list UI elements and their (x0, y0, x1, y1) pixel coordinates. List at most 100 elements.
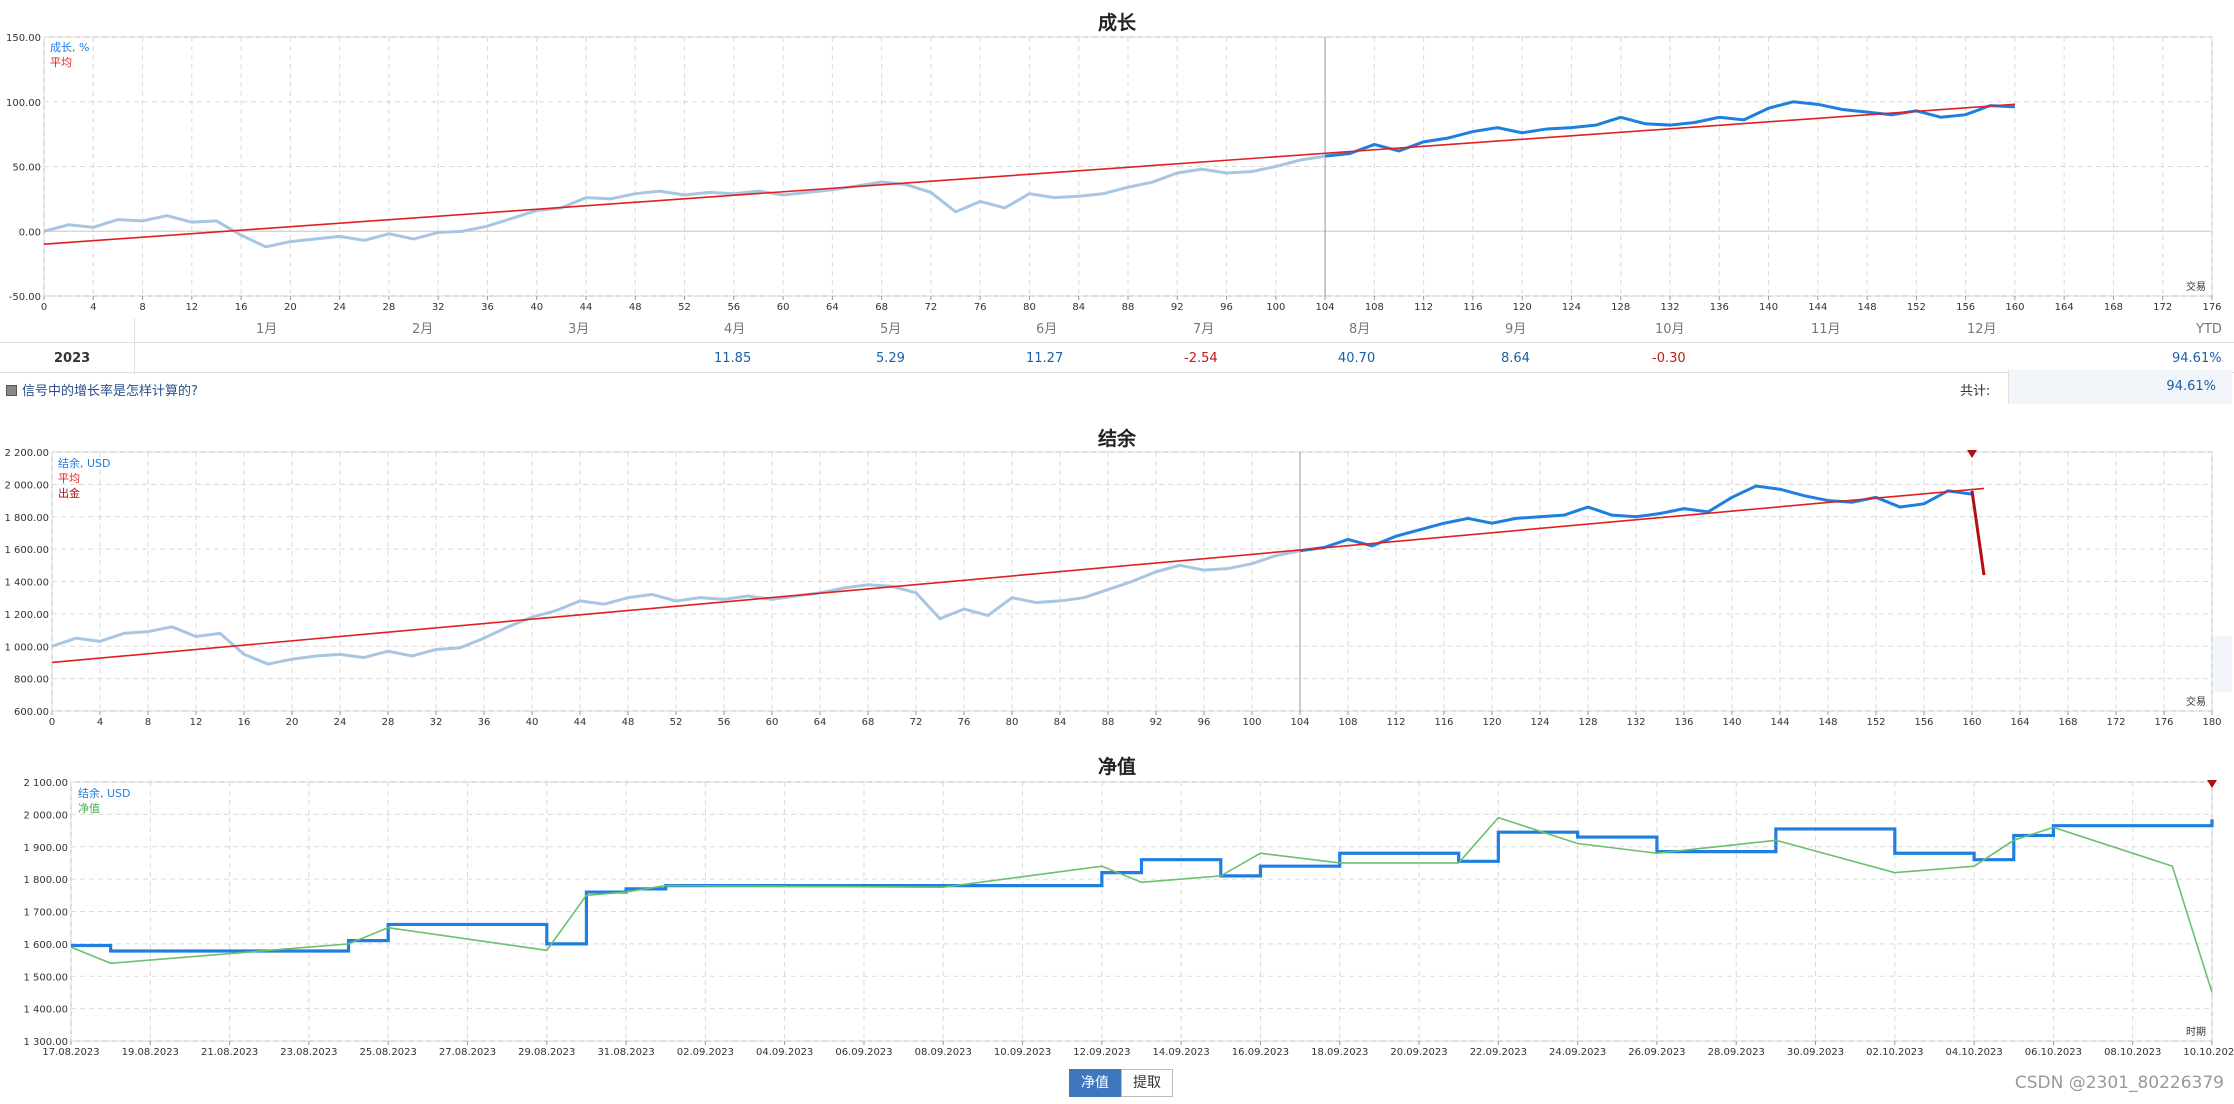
series-line (51, 487, 1985, 664)
table-bottom-border (0, 372, 2234, 373)
month-value-4: 11.85 (714, 351, 752, 366)
x-tick-label: 140 (1759, 302, 1778, 313)
x-tick-label: 20 (284, 302, 297, 313)
x-tick-label: 76 (958, 717, 971, 728)
x-tick-label: 17.08.2023 (42, 1047, 99, 1058)
x-tick-label: 60 (766, 717, 779, 728)
x-tick-label: 44 (580, 302, 593, 313)
x-tick-label: 16 (235, 302, 248, 313)
month-header-12: 12月 (1967, 322, 1997, 337)
total-label: 共计: (1960, 384, 1991, 399)
month-value-5: 5.29 (876, 351, 905, 366)
monthly-growth-table: 2023 1月 2月 3月 4月 5月 6月 7月 8月 9月 10月 11月 … (0, 318, 2234, 692)
x-tick-label: 132 (1660, 302, 1679, 313)
tab-withdraw[interactable]: 提取 (1121, 1069, 1173, 1097)
x-tick-label: 16.09.2023 (1232, 1047, 1289, 1058)
x-tick-label: 172 (2153, 302, 2172, 313)
x-tick-label: 40 (526, 717, 539, 728)
x-tick-label: 176 (2202, 302, 2221, 313)
table-separator (134, 318, 135, 374)
x-tick-label: 06.09.2023 (835, 1047, 892, 1058)
x-tick-label: 8 (139, 302, 145, 313)
x-tick-label: 88 (1102, 717, 1115, 728)
x-tick-label: 168 (2104, 302, 2123, 313)
axis-end-label: 交易 (2186, 280, 2206, 293)
x-tick-label: 92 (1150, 717, 1163, 728)
legend-series: 成长, % (50, 41, 89, 54)
x-tick-label: 52 (670, 717, 683, 728)
x-tick-label: 100 (1242, 717, 1261, 728)
y-tick-label: 50.00 (12, 163, 41, 174)
x-tick-label: 36 (481, 302, 494, 313)
tab-equity[interactable]: 净值 (1069, 1069, 1121, 1097)
x-tick-label: 28 (383, 302, 396, 313)
x-tick-label: 21.08.2023 (201, 1047, 258, 1058)
x-tick-label: 02.09.2023 (677, 1047, 734, 1058)
month-header-2: 2月 (412, 322, 434, 337)
x-tick-label: 64 (814, 717, 827, 728)
x-tick-label: 29.08.2023 (518, 1047, 575, 1058)
x-tick-label: 128 (1578, 717, 1597, 728)
y-tick-label: 100.00 (6, 98, 41, 109)
growth-help-link[interactable]: 信号中的增长率是怎样计算的? (6, 380, 198, 399)
x-tick-label: 148 (1818, 717, 1837, 728)
x-tick-label: 160 (2005, 302, 2024, 313)
x-tick-label: 104 (1316, 302, 1335, 313)
help-link-text: 信号中的增长率是怎样计算的? (22, 384, 198, 399)
x-tick-label: 0 (41, 302, 47, 313)
x-tick-label: 06.10.2023 (2025, 1047, 2082, 1058)
month-header-4: 4月 (724, 322, 746, 337)
x-tick-label: 156 (1956, 302, 1975, 313)
x-tick-label: 44 (574, 717, 587, 728)
y-tick-label: 1 400.00 (4, 578, 49, 589)
chart-tabs: 净值 提取 (1069, 1069, 1173, 1097)
x-tick-label: 27.08.2023 (439, 1047, 496, 1058)
x-tick-label: 168 (2058, 717, 2077, 728)
x-tick-label: 156 (1914, 717, 1933, 728)
x-tick-label: 56 (718, 717, 731, 728)
x-tick-label: 116 (1434, 717, 1453, 728)
x-tick-label: 108 (1338, 717, 1357, 728)
x-tick-label: 24 (333, 302, 346, 313)
total-value: 94.61% (2166, 379, 2216, 394)
series-0 (43, 100, 2016, 249)
x-tick-label: 136 (1710, 302, 1729, 313)
x-tick-label: 52 (678, 302, 691, 313)
x-tick-label: 48 (622, 717, 635, 728)
x-tick-label: 152 (1866, 717, 1885, 728)
x-tick-label: 12 (185, 302, 198, 313)
legend-average: 平均 (50, 56, 72, 69)
x-tick-label: 08.09.2023 (915, 1047, 972, 1058)
x-tick-label: 28 (382, 717, 395, 728)
x-tick-label: 18.09.2023 (1311, 1047, 1368, 1058)
x-tick-label: 32 (432, 302, 445, 313)
x-tick-label: 08.10.2023 (2104, 1047, 2161, 1058)
month-header-6: 6月 (1036, 322, 1058, 337)
x-tick-label: 148 (1858, 302, 1877, 313)
x-tick-label: 36 (478, 717, 491, 728)
equity-chart: 2 100.00 2 000.00 1 900.00 1 800.00 1 700.00… (23, 778, 2234, 1058)
x-tick-label: 72 (910, 717, 923, 728)
series-1 (70, 816, 2213, 993)
x-tick-label: 136 (1674, 717, 1693, 728)
x-tick-label: 144 (1770, 717, 1789, 728)
y-tick-label: 2 000.00 (23, 810, 68, 821)
y-tick-label: 2 100.00 (23, 778, 68, 789)
x-tick-label: 19.08.2023 (122, 1047, 179, 1058)
total-cell: 94.61% (2008, 370, 2232, 404)
ytd-value: 94.61% (2172, 351, 2222, 366)
x-tick-label: 88 (1122, 302, 1135, 313)
month-value-7: -2.54 (1184, 351, 1218, 366)
series-0 (51, 484, 1973, 666)
month-header-10: 10月 (1655, 322, 1685, 337)
y-tick-label: -50.00 (9, 292, 41, 303)
x-tick-label: 04.10.2023 (1945, 1047, 2002, 1058)
series-line (43, 103, 2015, 245)
x-tick-label: 92 (1171, 302, 1184, 313)
y-tick-label: 1 700.00 (23, 908, 68, 919)
x-tick-label: 144 (1808, 302, 1827, 313)
x-tick-label: 128 (1611, 302, 1630, 313)
y-tick-label: 1 300.00 (23, 1037, 68, 1048)
equity-chart-title: 净值 (1097, 756, 1136, 778)
